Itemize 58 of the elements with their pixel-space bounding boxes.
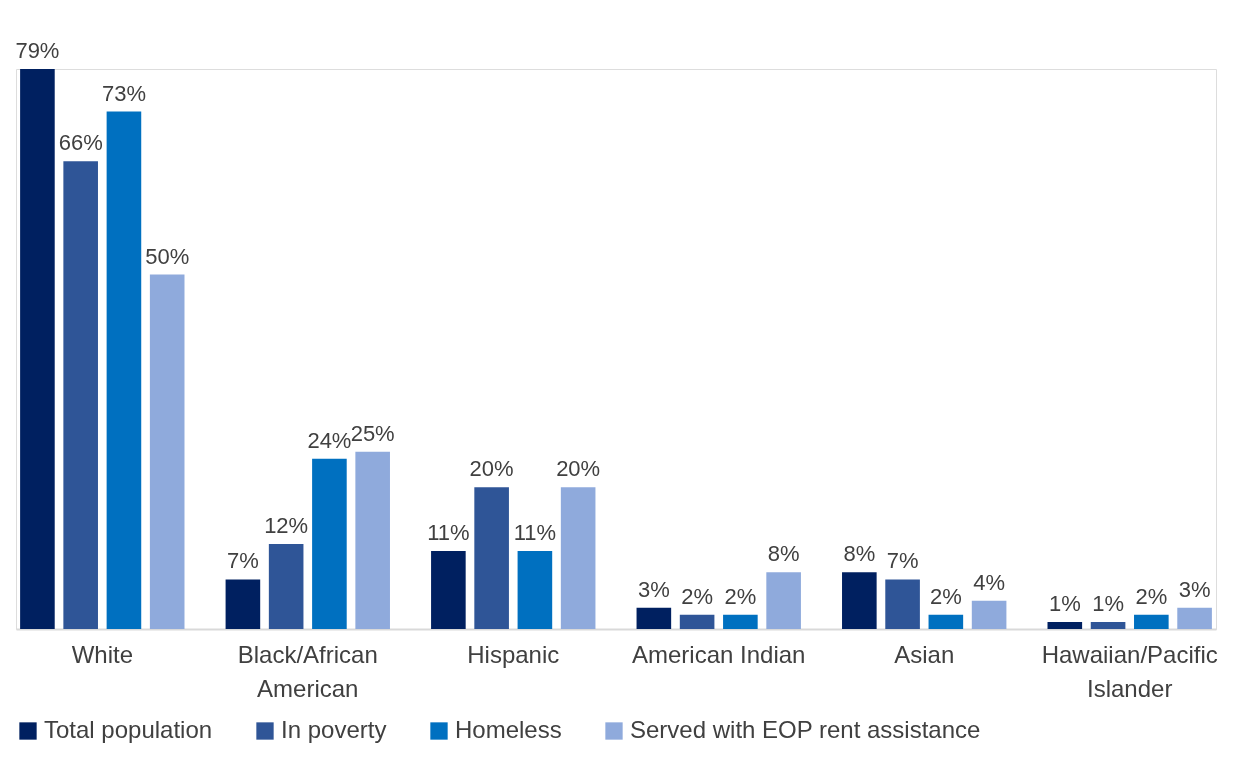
bar <box>560 487 596 629</box>
data-label: 50% <box>145 243 190 269</box>
data-label: 3% <box>637 576 670 602</box>
bar <box>723 614 758 629</box>
bar <box>20 69 55 629</box>
x-tick-label: Asian <box>894 640 955 668</box>
legend-label: In poverty <box>281 716 387 743</box>
data-label: 7% <box>886 548 919 574</box>
data-label: 8% <box>843 541 876 567</box>
bar <box>1134 614 1169 629</box>
bar <box>431 551 466 629</box>
legend-label: Total population <box>44 716 213 743</box>
data-label: 73% <box>101 80 146 106</box>
data-label: 2% <box>724 583 757 609</box>
bar <box>928 614 964 629</box>
data-label: 2% <box>929 583 962 609</box>
bar <box>885 579 920 629</box>
data-label: 25% <box>350 420 395 446</box>
data-label: 11% <box>513 520 557 546</box>
bar <box>679 614 715 629</box>
data-label: 11% <box>427 520 470 546</box>
bar <box>355 451 390 629</box>
x-tick-label: Black/African American <box>237 640 378 702</box>
data-label: 24% <box>307 427 352 453</box>
data-label: 2% <box>1135 583 1168 609</box>
bar <box>766 572 801 629</box>
bar <box>1177 607 1212 629</box>
data-label: 3% <box>1178 576 1211 602</box>
legend-label: Homeless <box>455 716 562 743</box>
data-label: 8% <box>767 541 800 567</box>
bar <box>517 551 553 629</box>
data-label: 4% <box>973 569 1006 595</box>
data-label: 12% <box>264 512 309 538</box>
bar <box>149 274 185 629</box>
bar <box>63 161 98 629</box>
bar <box>971 600 1007 629</box>
data-label: 2% <box>681 583 714 609</box>
data-label: 66% <box>58 130 103 156</box>
bar <box>1047 621 1083 629</box>
bar <box>474 487 509 629</box>
bar <box>312 458 347 629</box>
x-tick-label: Hispanic <box>467 640 560 668</box>
legend-label: Served with EOP rent assistance <box>630 716 981 743</box>
data-label: 79% <box>15 38 60 63</box>
data-label: 20% <box>556 456 601 482</box>
data-label: 20% <box>469 456 514 482</box>
x-tick-label: White <box>71 640 133 668</box>
bar <box>268 543 304 629</box>
bar <box>106 111 142 629</box>
data-label: 1% <box>1048 590 1081 616</box>
x-tick-label: American Indian <box>632 640 806 668</box>
data-label: 1% <box>1092 590 1124 616</box>
bar <box>842 572 877 629</box>
bar <box>225 579 261 629</box>
bar <box>636 607 672 629</box>
bar <box>1090 621 1126 629</box>
data-label: 7% <box>226 548 259 574</box>
x-tick-label: Hawaiian/Pacific Islander <box>1041 640 1218 702</box>
